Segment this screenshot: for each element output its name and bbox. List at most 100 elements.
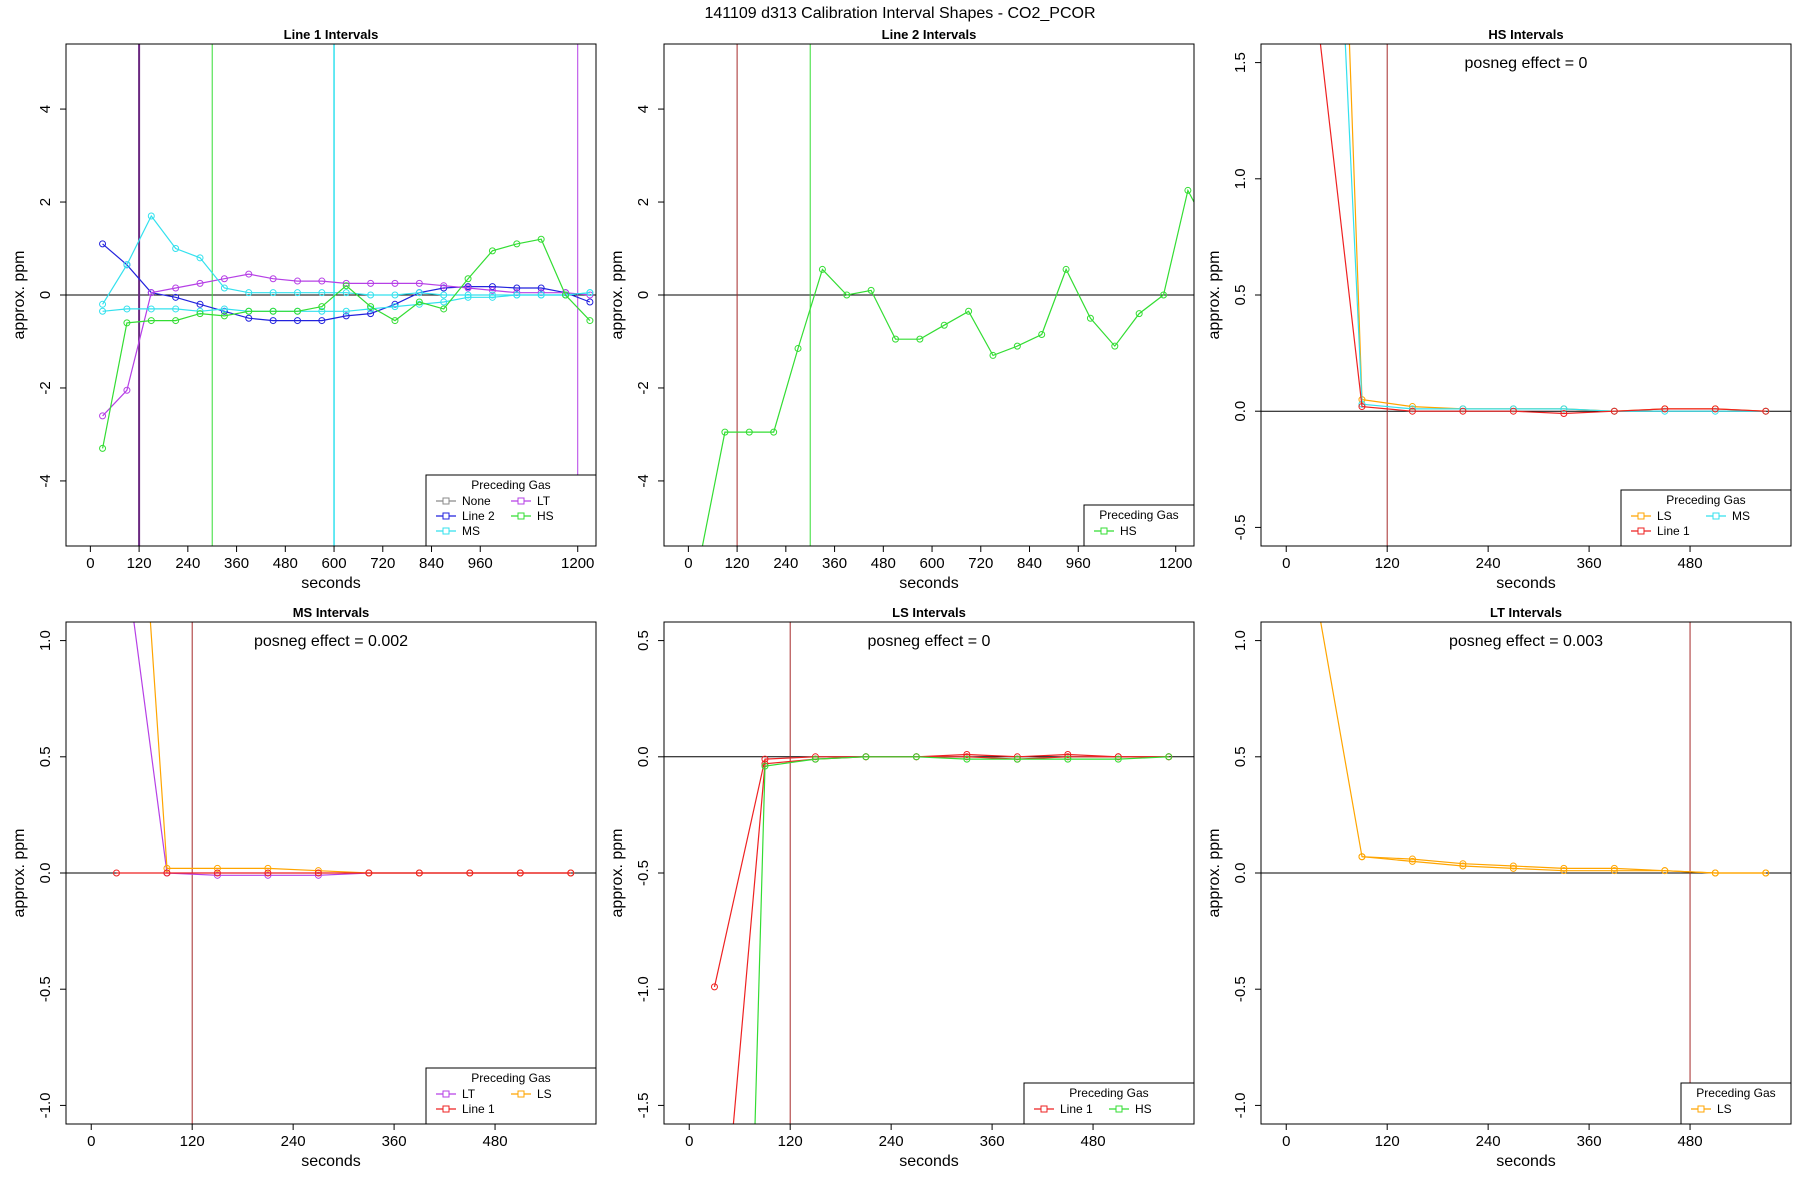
- legend-marker-none: [442, 497, 450, 505]
- plot-area: [1261, 44, 1791, 546]
- data-point-lt: [172, 284, 180, 292]
- legend-box: [1680, 1082, 1792, 1125]
- x-tick-label: 360: [1577, 555, 1602, 572]
- legend-marker-ls: [1697, 1105, 1705, 1113]
- x-axis-label: seconds: [301, 1153, 361, 1170]
- data-point-ms: [220, 284, 228, 292]
- legend-label-line-1: Line 1: [1060, 1102, 1093, 1116]
- data-point-ls: [1459, 860, 1467, 868]
- legend-marker-ls: [517, 1090, 525, 1098]
- legend-label-ls: LS: [1657, 509, 1672, 523]
- legend-label-none: None: [462, 494, 491, 508]
- x-axis-label: seconds: [899, 575, 959, 592]
- data-point-hs: [488, 247, 496, 255]
- data-point-ms: [415, 289, 423, 297]
- data-point-hs: [1064, 755, 1072, 763]
- y-tick-label: -0.5: [1232, 976, 1249, 1002]
- data-point-ms: [99, 300, 107, 308]
- y-tick-label: 0: [635, 291, 652, 299]
- x-tick-label: 120: [180, 1133, 205, 1150]
- data-point-lt: [123, 386, 131, 394]
- series-line-hs: [754, 756, 1169, 1124]
- x-axis-label: seconds: [1496, 1153, 1556, 1170]
- data-point-ms: [318, 307, 326, 315]
- data-point-line-1: [264, 869, 272, 877]
- legend-marker-line-2: [442, 512, 450, 520]
- data-point-ms: [513, 291, 521, 299]
- x-tick-label: 120: [778, 1133, 803, 1150]
- legend-label-lt: LT: [537, 494, 551, 508]
- data-point-hs: [513, 240, 521, 248]
- legend-label-lt: LT: [462, 1087, 476, 1101]
- data-point-ls: [1509, 864, 1517, 872]
- data-point-hs: [1160, 291, 1168, 299]
- panel-title: LT Intervals: [1490, 605, 1562, 620]
- data-point-hs: [391, 317, 399, 325]
- x-tick-label: 600: [920, 555, 945, 572]
- data-point-hs: [862, 753, 870, 761]
- x-tick-label: 120: [1375, 1133, 1400, 1150]
- data-point-ls: [147, 614, 153, 620]
- data-point-lt: [464, 284, 472, 292]
- data-point-line-1: [163, 869, 171, 877]
- plot-frame: [1260, 43, 1792, 547]
- data-point-line-1: [213, 869, 221, 877]
- legend-title: Preceding Gas: [1099, 508, 1178, 522]
- data-point-lt: [245, 270, 253, 278]
- y-tick-label: -4: [635, 474, 652, 487]
- x-axis-label: seconds: [1496, 575, 1556, 592]
- data-point-line-2: [196, 300, 204, 308]
- data-point-line-1: [1711, 405, 1719, 413]
- y-tick-label: 0.5: [635, 630, 652, 651]
- legend-marker-hs: [517, 512, 525, 520]
- data-point-ls: [1560, 864, 1568, 872]
- data-point-ls: [213, 864, 221, 872]
- panel-hs-intervals: HS Intervals 0 120 240 360 480 seconds -0.5 0.0 0…: [1206, 27, 1792, 592]
- data-point-ms: [1661, 407, 1669, 415]
- x-tick-label: 480: [1678, 1133, 1703, 1150]
- data-point-line-2: [318, 317, 326, 325]
- data-point-hs: [1165, 753, 1173, 761]
- data-point-ms: [391, 303, 399, 311]
- x-tick-label: 840: [1017, 555, 1042, 572]
- data-point-lt: [293, 277, 301, 285]
- data-point-line-1: [112, 869, 120, 877]
- series-line-ms: [102, 292, 590, 312]
- data-point-line-1: [1114, 753, 1122, 761]
- data-point-ms: [367, 291, 375, 299]
- data-point-hs: [745, 428, 753, 436]
- legend-label-ls: LS: [537, 1087, 552, 1101]
- data-point-ms: [147, 212, 155, 220]
- x-tick-label: 240: [281, 1133, 306, 1150]
- data-point-line-1: [1762, 407, 1770, 415]
- legend-marker-ls: [1637, 512, 1645, 520]
- legend-marker-line-1: [1637, 527, 1645, 535]
- data-point-hs: [269, 307, 277, 315]
- data-point-ls: [314, 867, 322, 875]
- data-point-ls: [1560, 867, 1568, 875]
- plot-area: [66, 44, 596, 546]
- data-point-hs: [1197, 211, 1203, 217]
- legend: Preceding Gas Line 1 HS: [1023, 1082, 1195, 1125]
- legend-box: [1620, 489, 1792, 547]
- data-point-line-2: [586, 298, 594, 306]
- data-point-hs: [537, 235, 545, 243]
- data-point-ms: [342, 307, 350, 315]
- data-point-lt: [367, 279, 375, 287]
- data-point-line-2: [367, 310, 375, 318]
- data-point-hs: [1111, 342, 1119, 350]
- data-point-hs: [1038, 331, 1046, 339]
- y-tick-label: 1.0: [1232, 168, 1249, 189]
- x-tick-label: 360: [382, 1133, 407, 1150]
- x-tick-label: 120: [1375, 555, 1400, 572]
- y-tick-label: 0.5: [1232, 285, 1249, 306]
- data-point-hs: [867, 286, 875, 294]
- data-point-ms: [440, 298, 448, 306]
- legend-title: Preceding Gas: [1696, 1086, 1775, 1100]
- data-point-lt: [213, 871, 221, 879]
- data-point-line-1: [1661, 405, 1669, 413]
- data-point-line-1: [1459, 407, 1467, 415]
